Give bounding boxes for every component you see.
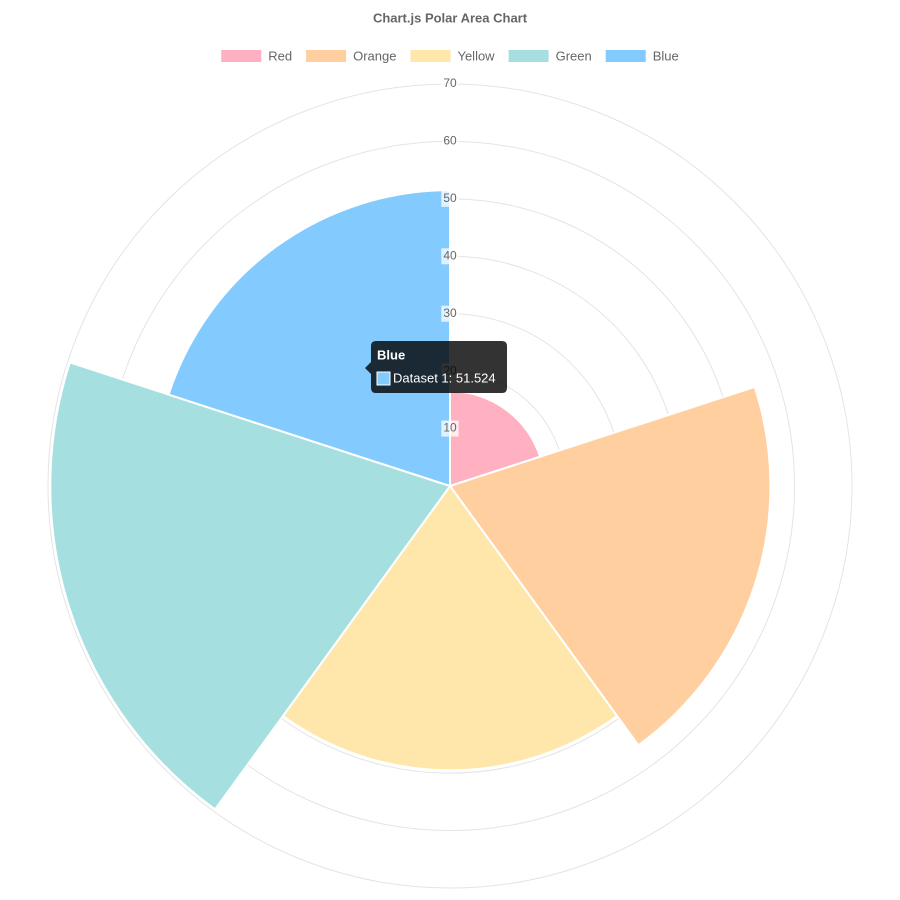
segment <box>448 385 772 747</box>
tick-backdrop <box>441 133 459 150</box>
legend-swatch <box>410 50 451 62</box>
legend-label: Blue <box>653 48 679 63</box>
tick-backdrop <box>441 248 459 265</box>
tick-label: 70 <box>443 76 457 90</box>
legend-swatch <box>508 50 549 62</box>
tooltip-box <box>365 341 507 393</box>
tooltip-label: Dataset 1: 51.524 <box>393 370 496 385</box>
legend-item: Blue <box>605 48 679 63</box>
tick-label: 40 <box>443 248 457 262</box>
legend-swatch <box>306 50 347 62</box>
tick-label: 60 <box>443 134 457 148</box>
tooltip: Blue Dataset 1: 51.524 <box>365 341 507 393</box>
tick-backdrop <box>441 305 459 322</box>
tick-label: 50 <box>443 191 457 205</box>
legend-label: Yellow <box>457 48 495 63</box>
tooltip-title: Blue <box>377 347 405 362</box>
tick-label: 10 <box>443 421 457 435</box>
legend-item: Orange <box>306 48 396 63</box>
legend-item: Yellow <box>410 48 495 63</box>
tick-backdrop <box>441 190 459 207</box>
segment <box>167 189 451 488</box>
tooltip-swatch <box>376 371 391 386</box>
tick-backdrop <box>441 76 459 92</box>
segment <box>49 361 452 811</box>
segment <box>281 484 619 772</box>
legend-label: Red <box>268 48 292 63</box>
legend-item: Green <box>508 48 592 63</box>
legend-item: Red <box>221 48 292 63</box>
legend-swatch <box>605 50 646 62</box>
segments <box>49 189 772 811</box>
tick-backdrop <box>441 420 459 437</box>
legend-label: Green <box>556 48 592 63</box>
legend: Red Orange Yellow Green Blue <box>221 48 679 63</box>
legend-swatch <box>221 50 262 62</box>
tick-label: 30 <box>443 306 457 320</box>
legend-label: Orange <box>353 48 396 63</box>
chart-title: Chart.js Polar Area Chart <box>373 10 528 25</box>
